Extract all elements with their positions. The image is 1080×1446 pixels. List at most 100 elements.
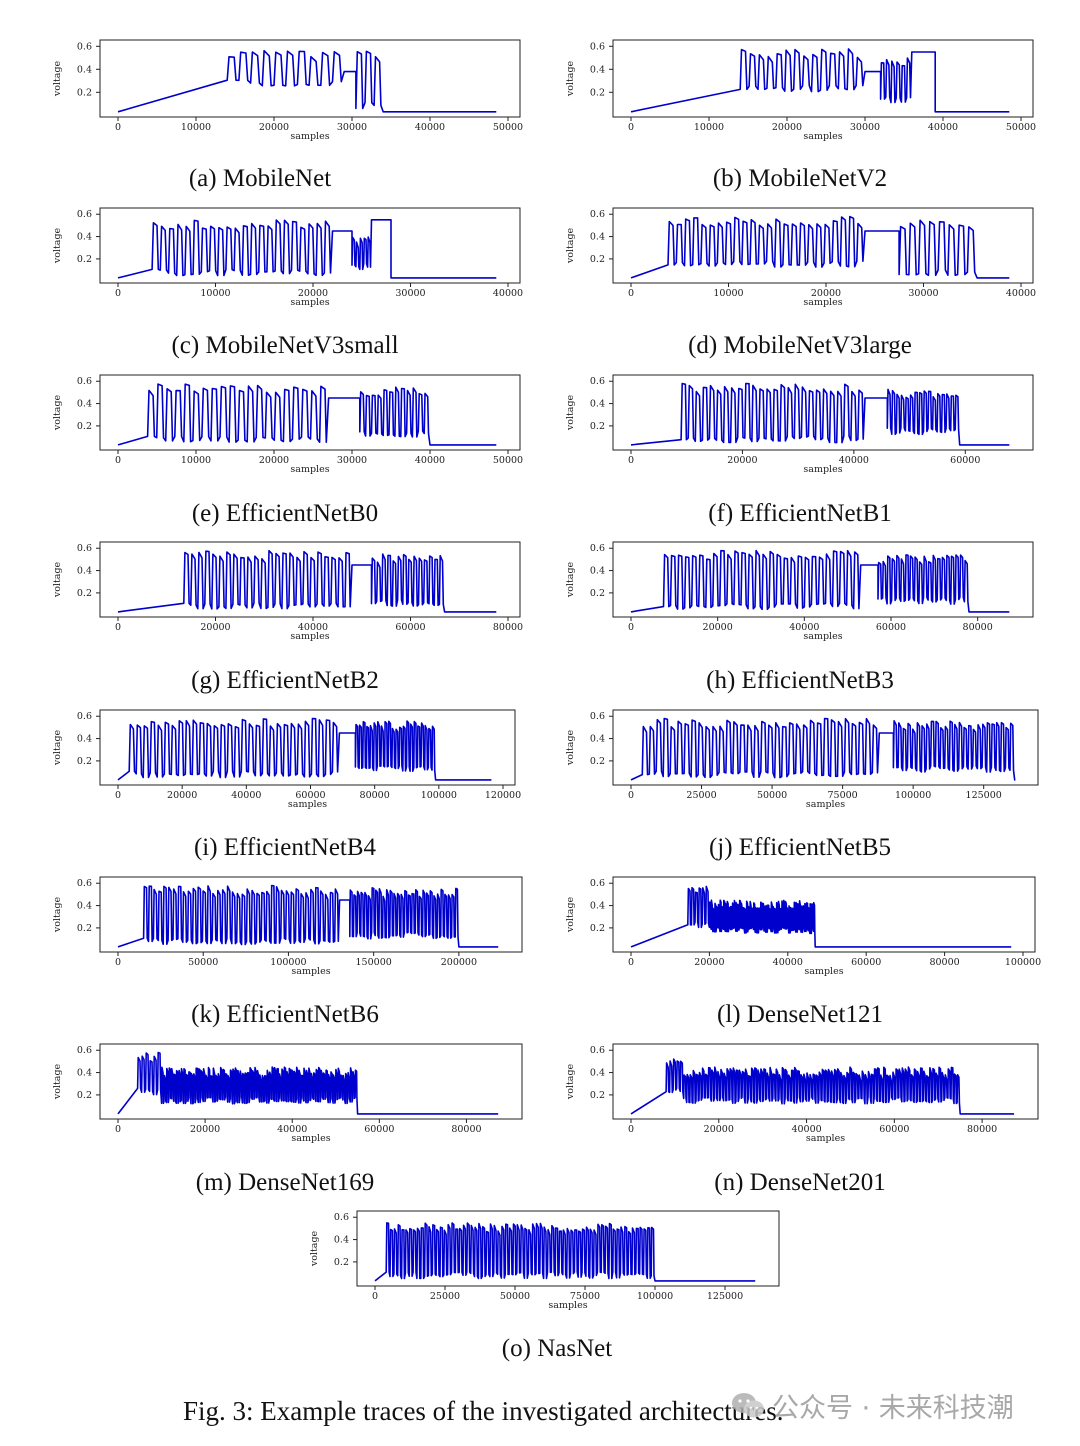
y-tick-label: 0.2: [77, 254, 92, 265]
wechat-icon: [732, 1393, 764, 1418]
y-tick-label: 0.6: [77, 543, 92, 554]
subfigure-o: 0.2 0.4 0.6 0 25000 50000 75000 100000 125000 sam…: [302, 1205, 794, 1320]
voltage-trace: [374, 1222, 756, 1282]
plot-frame: [612, 207, 1034, 284]
voltage-trace: [117, 884, 499, 948]
x-tick-label: 0: [115, 1124, 121, 1135]
x-tick-label: 20000: [200, 622, 230, 633]
subfigure-caption-i: (i) EfficientNetB4: [193, 834, 377, 861]
x-tick-label: 30000: [850, 122, 880, 133]
x-axis-label: samples: [803, 131, 842, 142]
voltage-trace: [117, 549, 497, 613]
x-tick-label: 30000: [395, 288, 425, 299]
x-tick-label: 40000: [773, 957, 803, 968]
x-tick-label: 40000: [791, 1124, 821, 1135]
x-tick-label: 10000: [200, 288, 230, 299]
x-tick-label: 40000: [415, 455, 445, 466]
voltage-trace: [117, 383, 497, 446]
x-tick-label: 40000: [1006, 288, 1036, 299]
x-tick-label: 20000: [811, 288, 841, 299]
x-tick-label: 0: [115, 455, 121, 466]
subfigure-h: 0.2 0.4 0.6 0 20000 40000 60000 80000 samples vol…: [558, 536, 1048, 651]
subfigure-l: 0.2 0.4 0.6 0 20000 40000 60000 80000 100000 samp…: [558, 871, 1050, 986]
chart-j: 0.2 0.4 0.6 0 25000 50000 75000 100000 125000 sam…: [565, 709, 1039, 810]
subfigure-caption-h: (h) EfficientNetB3: [706, 667, 894, 694]
y-tick-label: 0.4: [77, 1068, 92, 1079]
x-tick-label: 100000: [895, 790, 931, 801]
x-tick-label: 0: [115, 122, 121, 133]
y-tick-label: 0.6: [77, 1045, 92, 1056]
voltage-trace: [117, 49, 497, 113]
x-tick-label: 0: [628, 622, 634, 633]
y-tick-label: 0.2: [77, 87, 92, 98]
x-tick-label: 25000: [430, 1291, 460, 1302]
x-tick-label: 75000: [570, 1291, 600, 1302]
chart-d: 0.2 0.4 0.6 0 10000 20000 30000 40000 samples vol…: [565, 207, 1036, 308]
y-axis-label: voltage: [52, 394, 63, 431]
x-tick-label: 75000: [827, 790, 857, 801]
x-axis-label: samples: [806, 1133, 845, 1144]
x-tick-label: 20000: [167, 790, 197, 801]
x-tick-label: 80000: [963, 622, 993, 633]
x-axis-label: samples: [548, 1300, 587, 1311]
plot-frame: [612, 1043, 1039, 1120]
y-tick-label: 0.2: [334, 1257, 349, 1268]
subfigure-caption-e: (e) EfficientNetB0: [191, 500, 379, 527]
y-tick-label: 0.4: [77, 901, 92, 912]
y-axis-label: voltage: [565, 896, 576, 933]
plot-frame: [356, 1210, 780, 1287]
y-axis-label: voltage: [565, 1063, 576, 1100]
y-axis-label: voltage: [565, 561, 576, 598]
x-axis-label: samples: [803, 464, 842, 475]
chart-m: 0.2 0.4 0.6 0 20000 40000 60000 80000 samples vol…: [52, 1043, 523, 1144]
x-tick-label: 40000: [789, 622, 819, 633]
x-tick-label: 100000: [1005, 957, 1041, 968]
plot-frame: [99, 207, 521, 284]
x-tick-label: 20000: [298, 288, 328, 299]
x-tick-label: 0: [628, 288, 634, 299]
x-axis-label: samples: [291, 1133, 330, 1144]
subfigure-j: 0.2 0.4 0.6 0 25000 50000 75000 100000 125000 sam…: [558, 704, 1053, 819]
plot-frame: [612, 709, 1039, 786]
y-tick-label: 0.4: [77, 232, 92, 243]
chart-c: 0.2 0.4 0.6 0 10000 20000 30000 40000 samples vol…: [52, 207, 523, 308]
voltage-trace: [630, 1058, 1015, 1115]
subfigure-caption-g: (g) EfficientNetB2: [191, 667, 379, 694]
y-tick-label: 0.6: [77, 376, 92, 387]
y-tick-label: 0.6: [590, 41, 605, 52]
x-tick-label: 120000: [485, 790, 521, 801]
x-tick-label: 0: [115, 288, 121, 299]
x-tick-label: 20000: [259, 455, 289, 466]
y-axis-label: voltage: [52, 1063, 63, 1100]
x-tick-label: 0: [628, 455, 634, 466]
y-axis-label: voltage: [52, 60, 63, 97]
x-tick-label: 0: [628, 790, 634, 801]
x-tick-label: 80000: [360, 790, 390, 801]
subfigure-f: 0.2 0.4 0.6 0 20000 40000 60000 samples voltage: [558, 369, 1048, 484]
y-axis-label: voltage: [565, 227, 576, 264]
y-tick-label: 0.2: [590, 588, 605, 599]
y-tick-label: 0.6: [334, 1212, 349, 1223]
subfigure-caption-b: (b) MobileNetV2: [712, 165, 888, 192]
chart-b: 0.2 0.4 0.6 0 10000 20000 30000 40000 50000 sampl…: [565, 39, 1036, 142]
y-tick-label: 0.6: [590, 543, 605, 554]
chart-h: 0.2 0.4 0.6 0 20000 40000 60000 80000 samples vol…: [565, 541, 1034, 642]
chart-g: 0.2 0.4 0.6 0 20000 40000 60000 80000 samples vol…: [52, 541, 523, 642]
y-tick-label: 0.6: [590, 209, 605, 220]
subfigure-k: 0.2 0.4 0.6 0 50000 100000 150000 200000 samples…: [45, 871, 537, 986]
y-tick-label: 0.2: [590, 756, 605, 767]
plot-frame: [612, 39, 1034, 118]
x-tick-label: 40000: [839, 455, 869, 466]
chart-k: 0.2 0.4 0.6 0 50000 100000 150000 200000 samples…: [52, 876, 523, 977]
x-tick-label: 0: [628, 1124, 634, 1135]
x-tick-label: 10000: [181, 122, 211, 133]
y-tick-label: 0.6: [590, 878, 605, 889]
y-tick-label: 0.2: [77, 756, 92, 767]
y-tick-label: 0.2: [590, 421, 605, 432]
y-axis-label: voltage: [565, 394, 576, 431]
x-tick-label: 20000: [703, 622, 733, 633]
x-axis-label: samples: [291, 966, 330, 977]
x-tick-label: 40000: [415, 122, 445, 133]
subfigure-d: 0.2 0.4 0.6 0 10000 20000 30000 40000 samples vol…: [558, 202, 1048, 317]
